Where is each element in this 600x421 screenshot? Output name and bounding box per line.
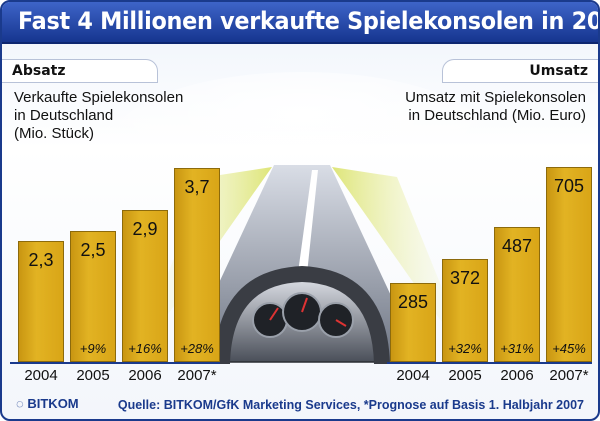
page-title: Fast 4 Millionen verkaufte Spielekonsole… [18, 7, 600, 35]
umsatz-bar-growth-label: +45% [552, 341, 586, 356]
bitkom-logo-icon: ◌ [16, 396, 24, 411]
absatz-baseline [10, 362, 220, 364]
absatz-bar-value-label: 2,3 [28, 250, 54, 270]
absatz-bar-growth-label: +9% [79, 341, 107, 356]
right-subtitle-line: in Deutschland (Mio. Euro) [408, 107, 586, 124]
umsatz-bar-2007: 705 +45% [546, 167, 592, 362]
left-subtitle-line: (Mio. Stück) [14, 125, 95, 142]
grass-right [332, 167, 472, 362]
umsatz-year-label: 2007* [549, 367, 589, 384]
umsatz-bar-value-label: 487 [501, 236, 533, 256]
umsatz-bar-value-label: 705 [553, 176, 585, 196]
absatz-year-label: 2005 [76, 367, 110, 384]
absatz-bar-growth-label: +16% [128, 341, 162, 356]
absatz-bar-2007: 3,7 +28% [174, 168, 220, 362]
umsatz-bar-value-label: 285 [397, 292, 429, 312]
left-subtitle-line: in Deutschland [14, 107, 114, 124]
absatz-year-label: 2007* [177, 367, 217, 384]
absatz-bar-value-label: 2,5 [80, 240, 106, 260]
left-chart-subtitle: Verkaufte Spielekonsolen in Deutschland … [14, 89, 183, 143]
umsatz-year-label: 2006 [500, 367, 534, 384]
absatz-bar-2004: 2,3 [18, 241, 64, 362]
umsatz-bar-value-label: 372 [449, 268, 481, 288]
left-subtitle-line: Verkaufte Spielekonsolen [14, 89, 184, 106]
absatz-bar-value-label: 3,7 [184, 177, 210, 197]
bitkom-logo-text: BITKOM [27, 396, 79, 411]
umsatz-year-label: 2005 [448, 367, 482, 384]
absatz-bar-value-label: 2,9 [132, 219, 158, 239]
umsatz-bar-growth-label: +31% [500, 341, 534, 356]
umsatz-bar-2006: 487 +31% [494, 227, 540, 362]
tab-absatz: Absatz [2, 59, 158, 83]
title-bar: Fast 4 Millionen verkaufte Spielekonsole… [2, 2, 598, 44]
right-subtitle-line: Umsatz mit Spielekonsolen [405, 89, 586, 106]
absatz-bar-2006: 2,9 +16% [122, 210, 168, 362]
absatz-year-label: 2004 [24, 367, 58, 384]
umsatz-baseline [387, 362, 592, 364]
absatz-year-label: 2006 [128, 367, 162, 384]
absatz-bar-growth-label: +28% [180, 341, 214, 356]
right-chart-subtitle: Umsatz mit Spielekonsolen in Deutschland… [405, 89, 586, 125]
umsatz-bar-2005: 372 +32% [442, 259, 488, 362]
umsatz-bar-growth-label: +32% [448, 341, 482, 356]
umsatz-bar-2004: 285 [390, 283, 436, 362]
bitkom-logo: ◌ BITKOM [16, 396, 79, 411]
absatz-bar-2005: 2,5 +9% [70, 231, 116, 362]
tab-umsatz: Umsatz [442, 59, 598, 83]
umsatz-year-label: 2004 [396, 367, 430, 384]
source-note: Quelle: BITKOM/GfK Marketing Services, *… [117, 398, 584, 412]
steering-wheel-dashboard-illustration [214, 266, 390, 364]
